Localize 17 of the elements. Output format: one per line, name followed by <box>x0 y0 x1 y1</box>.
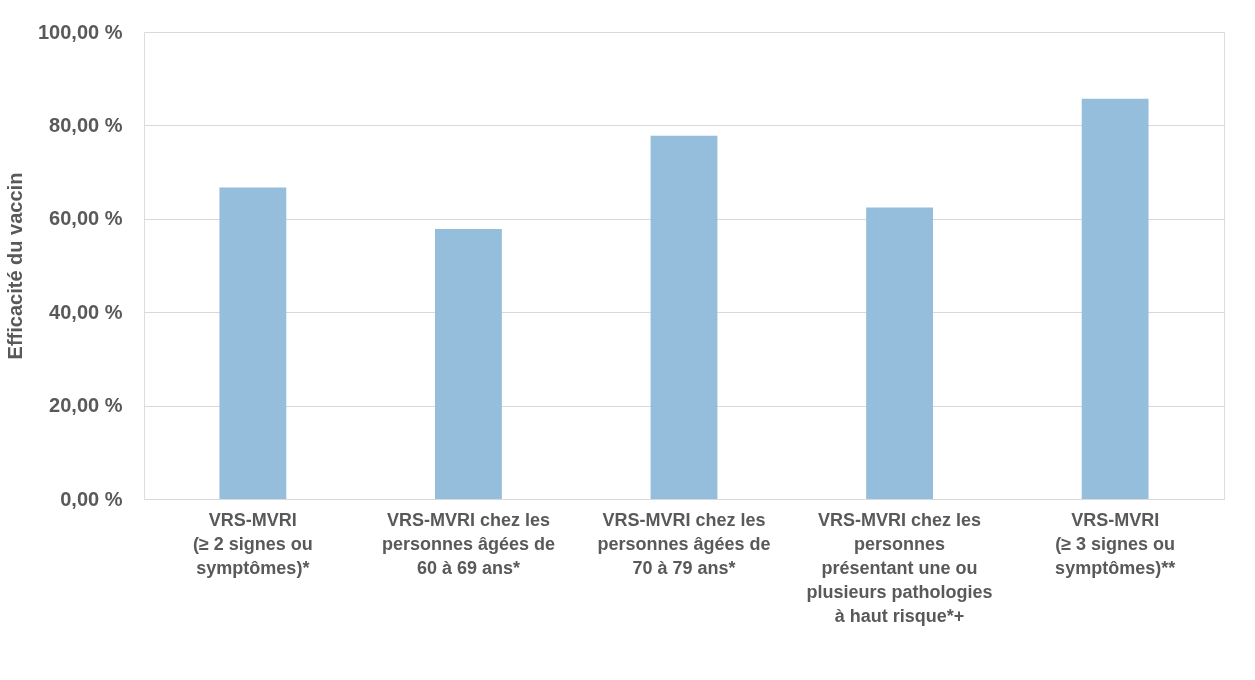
x-tick-label: VRS-MVRI (≥ 2 signes ou symptômes)* <box>192 509 313 578</box>
bar <box>650 135 718 499</box>
x-tick-label: VRS-MVRI (≥ 3 signes ou symptômes)** <box>1055 509 1176 578</box>
x-tick-label: VRS-MVRI chez les personnes âgées de 60 à 69 ans* <box>381 509 555 578</box>
y-tick-label: 100,00 % <box>37 20 123 43</box>
x-tick-label: VRS-MVRI chez les personnes présentant une ou plusieurs pathologies à haut risque*+ <box>806 509 993 626</box>
bar <box>866 207 933 499</box>
bar <box>219 187 287 499</box>
y-tick-label: 40,00 % <box>49 300 123 323</box>
y-tick-label: 80,00 % <box>49 113 123 136</box>
bar <box>1081 98 1149 499</box>
y-tick-label: 0,00 % <box>60 487 123 510</box>
y-axis-title: Efficacité du vaccin <box>3 172 26 360</box>
y-tick-label: 60,00 % <box>49 207 123 230</box>
y-tick-label: 20,00 % <box>49 394 123 417</box>
bar <box>435 229 502 499</box>
x-tick-label: VRS-MVRI chez les personnes âgées de 70 à 79 ans* <box>597 509 771 578</box>
